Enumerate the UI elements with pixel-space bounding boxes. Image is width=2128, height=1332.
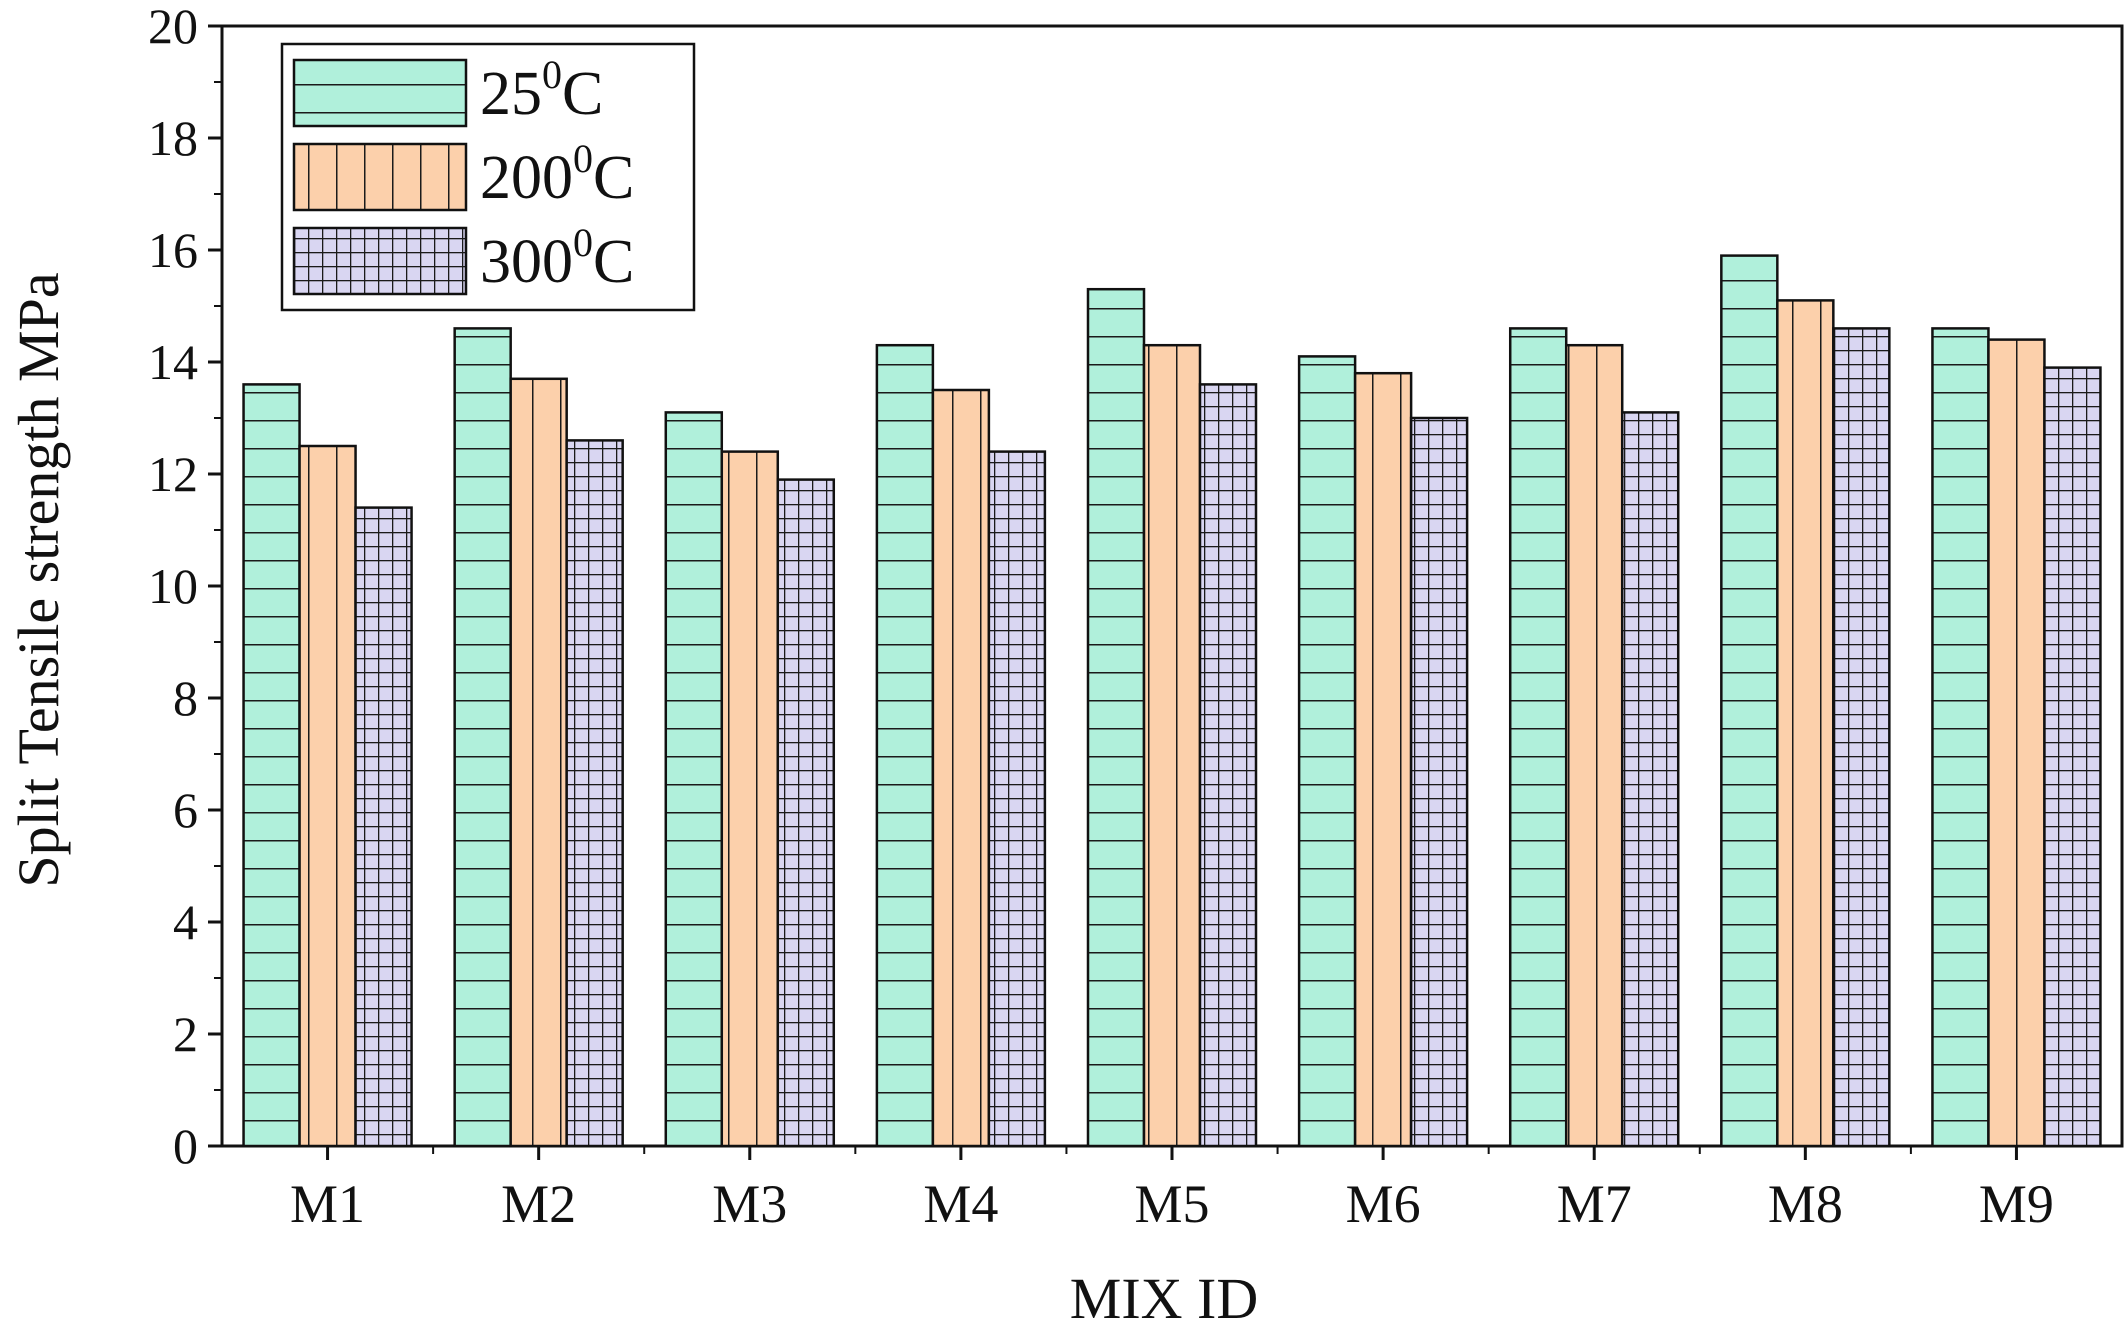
x-tick-label-m8: M8 <box>1768 1174 1843 1234</box>
legend-swatch-3 <box>292 226 468 296</box>
bar-m2-series-2 <box>509 377 568 1148</box>
bar-m5-series-2 <box>1142 343 1202 1148</box>
x-tick-label-m9: M9 <box>1979 1174 2054 1234</box>
bar-m6-series-1 <box>1297 355 1357 1148</box>
bar-m4-series-2 <box>931 388 991 1148</box>
bars-group <box>242 254 2102 1148</box>
y-tick-label: 10 <box>148 558 198 614</box>
legend-label-1: 250C <box>480 52 603 128</box>
bar-m5-series-3 <box>1198 383 1258 1148</box>
bar-m9-series-2 <box>1987 338 2046 1148</box>
y-tick-label: 2 <box>173 1006 198 1062</box>
x-tick-label-m7: M7 <box>1557 1174 1632 1234</box>
x-tick-label-m3: M3 <box>712 1174 787 1234</box>
y-tick-label: 4 <box>173 894 198 950</box>
y-tick-label: 6 <box>173 782 198 838</box>
bar-m1-series-3 <box>354 506 413 1148</box>
bar-m2-series-1 <box>453 327 512 1148</box>
y-tick-label: 14 <box>148 334 198 390</box>
bar-m8-series-2 <box>1776 299 1835 1148</box>
bar-m7-series-3 <box>1620 411 1680 1148</box>
bar-m5-series-1 <box>1086 287 1146 1148</box>
x-tick-label-m6: M6 <box>1346 1174 1421 1234</box>
bar-m2-series-3 <box>565 439 624 1148</box>
legend: 250C 2000C 3000C <box>280 42 696 312</box>
legend-swatch-2 <box>292 142 468 212</box>
bar-m7-series-1 <box>1508 327 1568 1148</box>
y-tick-label: 8 <box>173 670 198 726</box>
bar-m4-series-3 <box>987 450 1047 1148</box>
legend-label-2: 2000C <box>480 136 634 212</box>
y-tick-label: 16 <box>148 222 198 278</box>
labels-group: 0 2 4 6 8 10 12 14 16 18 20 M1 M2 M3 M4 M5 M6 M7 M8 M9 <box>148 0 2054 1234</box>
x-tick-label-m5: M5 <box>1134 1174 1209 1234</box>
bar-m4-series-1 <box>875 343 935 1148</box>
bar-m9-series-3 <box>2043 366 2102 1148</box>
y-tick-label: 0 <box>173 1118 198 1174</box>
bar-m8-series-3 <box>1832 327 1891 1148</box>
legend-label-3: 3000C <box>480 220 634 296</box>
x-tick-label-m2: M2 <box>501 1174 576 1234</box>
bar-m8-series-1 <box>1720 254 1779 1148</box>
bar-m3-series-1 <box>664 411 724 1148</box>
bar-m3-series-2 <box>720 450 780 1148</box>
bar-m7-series-2 <box>1564 343 1624 1148</box>
bar-m6-series-3 <box>1409 416 1469 1148</box>
bar-m1-series-2 <box>298 444 357 1148</box>
x-tick-label-m1: M1 <box>290 1174 365 1234</box>
bar-m1-series-1 <box>242 383 301 1148</box>
y-axis-title: Split Tensile strength MPa <box>6 272 71 887</box>
x-axis-title: MIX ID <box>1070 1266 1258 1331</box>
bar-m3-series-3 <box>776 478 836 1148</box>
legend-swatch-1 <box>292 58 468 128</box>
x-tick-label-m4: M4 <box>923 1174 998 1234</box>
bar-m9-series-1 <box>1931 327 1990 1148</box>
y-tick-label: 12 <box>148 446 198 502</box>
y-tick-label: 18 <box>148 110 198 166</box>
y-tick-label: 20 <box>148 0 198 54</box>
bar-m6-series-2 <box>1353 371 1413 1148</box>
